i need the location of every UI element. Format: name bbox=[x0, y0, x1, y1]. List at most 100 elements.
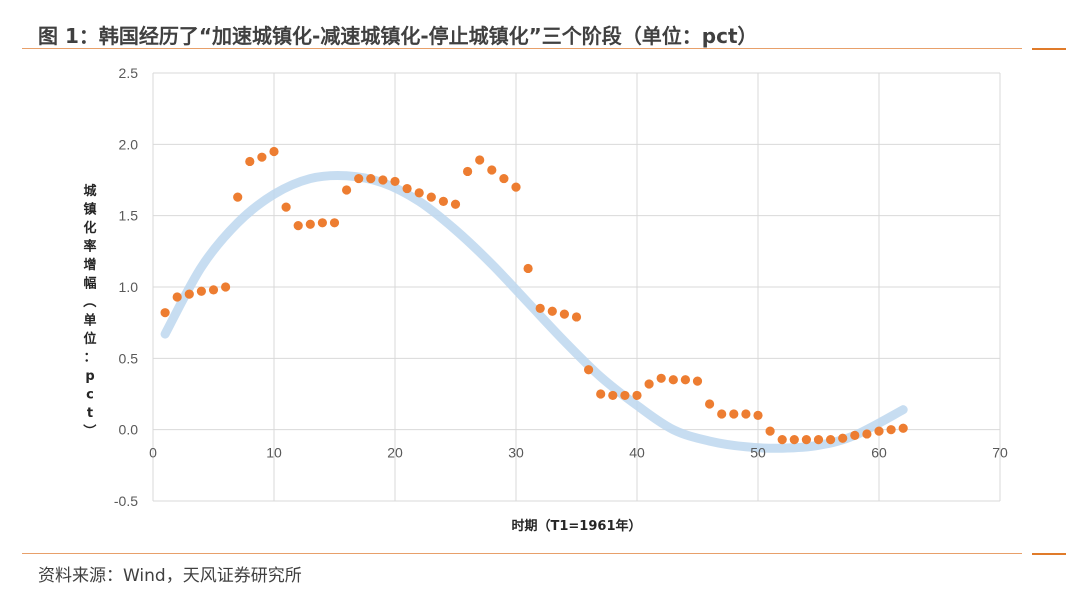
x-tick-label: 30 bbox=[508, 445, 524, 461]
data-points bbox=[160, 146, 908, 445]
data-point bbox=[305, 219, 315, 229]
data-point bbox=[789, 435, 799, 445]
y-axis-title-char: 幅 bbox=[83, 276, 96, 292]
data-point bbox=[874, 426, 884, 436]
y-axis-title-char: 位 bbox=[83, 331, 96, 347]
y-axis-title-char: 城 bbox=[83, 183, 96, 199]
y-axis-title-char: 镇 bbox=[83, 202, 96, 218]
x-tick-label: 0 bbox=[149, 445, 157, 461]
data-point bbox=[257, 152, 267, 162]
y-tick-label: 2.0 bbox=[119, 136, 139, 152]
top-rule bbox=[22, 48, 1022, 49]
y-tick-label: 2.5 bbox=[119, 65, 139, 81]
data-point bbox=[717, 409, 727, 419]
data-point bbox=[886, 425, 896, 435]
data-point bbox=[535, 303, 545, 313]
data-point bbox=[692, 376, 703, 386]
data-point bbox=[898, 423, 908, 433]
x-tick-label: 60 bbox=[871, 445, 887, 461]
y-tick-label: 0.0 bbox=[119, 422, 139, 438]
x-tick-label: 40 bbox=[629, 445, 645, 461]
data-point bbox=[487, 165, 497, 175]
y-axis-title-char: 单 bbox=[83, 313, 96, 329]
data-point bbox=[729, 409, 739, 419]
data-point bbox=[293, 221, 303, 231]
data-point bbox=[862, 429, 872, 439]
data-point bbox=[329, 218, 340, 228]
bottom-rule bbox=[22, 553, 1022, 554]
x-tick-label: 50 bbox=[750, 445, 766, 461]
data-point bbox=[414, 188, 424, 198]
data-point bbox=[850, 430, 860, 440]
data-point bbox=[184, 289, 194, 299]
y-axis-title-char: t bbox=[87, 406, 93, 421]
y-axis-title-char: c bbox=[86, 388, 94, 403]
data-point bbox=[644, 379, 654, 389]
x-tick-label: 10 bbox=[266, 445, 282, 461]
data-point bbox=[402, 183, 412, 194]
data-point bbox=[354, 173, 364, 184]
bottom-rule-accent bbox=[1032, 553, 1066, 555]
data-point bbox=[450, 199, 461, 209]
data-point bbox=[172, 292, 182, 302]
data-point bbox=[378, 175, 388, 185]
data-point bbox=[547, 306, 557, 316]
data-point bbox=[342, 185, 352, 195]
data-point bbox=[801, 435, 812, 445]
source-note: 资料来源：Wind，天风证券研究所 bbox=[38, 566, 302, 586]
y-axis-title-char: 率 bbox=[83, 239, 96, 255]
figure-title: 图 1：韩国经历了“加速城镇化-减速城镇化-停止城镇化”三个阶段（单位：pct） bbox=[38, 24, 758, 48]
data-point bbox=[196, 286, 206, 296]
data-point bbox=[366, 173, 376, 184]
data-point bbox=[705, 399, 715, 409]
y-tick-label: -0.5 bbox=[114, 493, 138, 509]
data-point bbox=[208, 285, 219, 295]
data-point bbox=[656, 373, 666, 383]
gridlines bbox=[152, 72, 1001, 502]
y-axis-title-char: p bbox=[85, 369, 94, 384]
y-tick-labels: -0.5 0.0 0.5 1.0 1.5 2.0 2.5 bbox=[114, 65, 138, 509]
data-point bbox=[245, 156, 255, 167]
y-tick-label: 1.5 bbox=[119, 208, 139, 224]
y-tick-label: 0.5 bbox=[119, 350, 139, 366]
data-point bbox=[523, 263, 533, 274]
data-point bbox=[596, 389, 606, 399]
trend-line bbox=[160, 170, 908, 453]
data-point bbox=[813, 435, 824, 445]
data-point bbox=[281, 202, 291, 212]
data-point bbox=[269, 146, 279, 157]
data-point bbox=[838, 433, 848, 443]
data-point bbox=[765, 426, 775, 436]
data-point bbox=[608, 390, 618, 401]
y-axis-title-char: 增 bbox=[83, 257, 96, 273]
data-point bbox=[221, 282, 231, 292]
data-point bbox=[390, 176, 400, 187]
data-point bbox=[584, 365, 594, 375]
data-point bbox=[680, 375, 691, 385]
y-axis-title-char: 化 bbox=[83, 220, 96, 236]
y-axis-title-char: ： bbox=[83, 351, 96, 366]
data-point bbox=[753, 410, 763, 420]
data-point bbox=[475, 155, 485, 165]
data-point bbox=[559, 309, 570, 319]
x-tick-label: 70 bbox=[992, 445, 1008, 461]
data-point bbox=[741, 409, 751, 419]
x-tick-label: 20 bbox=[387, 445, 403, 461]
data-point bbox=[160, 308, 170, 318]
data-point bbox=[233, 192, 243, 202]
y-tick-label: 1.0 bbox=[119, 279, 139, 295]
trend-curve bbox=[160, 170, 908, 453]
data-point bbox=[620, 390, 630, 401]
data-point bbox=[826, 435, 836, 445]
data-point bbox=[511, 182, 521, 192]
data-point bbox=[438, 196, 448, 206]
y-axis-title-char: （ bbox=[81, 294, 97, 307]
top-rule-accent bbox=[1032, 48, 1066, 50]
y-axis-title-char: ） bbox=[81, 424, 97, 437]
data-point bbox=[571, 312, 582, 322]
data-point bbox=[317, 218, 327, 228]
data-point bbox=[777, 435, 787, 445]
data-point bbox=[426, 192, 436, 202]
